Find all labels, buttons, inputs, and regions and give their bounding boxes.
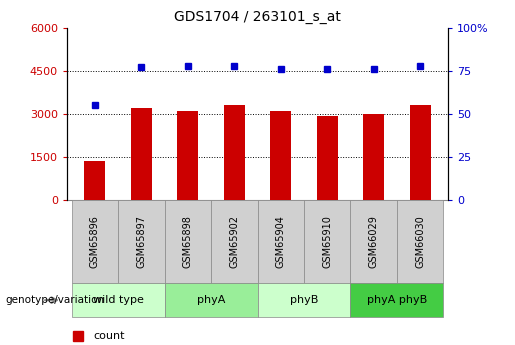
Polygon shape xyxy=(304,200,350,283)
Polygon shape xyxy=(397,200,443,283)
Bar xyxy=(317,116,338,200)
Text: GSM65910: GSM65910 xyxy=(322,215,332,268)
Bar xyxy=(224,105,245,200)
Text: phyB: phyB xyxy=(290,295,318,305)
Text: GSM65897: GSM65897 xyxy=(136,215,146,268)
Polygon shape xyxy=(165,200,211,283)
Bar xyxy=(177,111,198,200)
Text: wild type: wild type xyxy=(93,295,144,305)
Bar xyxy=(84,161,105,200)
Bar xyxy=(270,111,291,200)
Bar xyxy=(131,108,152,200)
Text: GSM65902: GSM65902 xyxy=(229,215,239,268)
Text: GSM65896: GSM65896 xyxy=(90,215,100,268)
Polygon shape xyxy=(211,200,258,283)
Polygon shape xyxy=(118,200,165,283)
Polygon shape xyxy=(72,200,118,283)
Bar xyxy=(410,105,431,200)
Title: GDS1704 / 263101_s_at: GDS1704 / 263101_s_at xyxy=(174,10,341,24)
Polygon shape xyxy=(350,283,443,317)
Polygon shape xyxy=(258,200,304,283)
Text: phyA: phyA xyxy=(197,295,225,305)
Bar xyxy=(363,114,384,200)
Polygon shape xyxy=(72,283,165,317)
Text: genotype/variation: genotype/variation xyxy=(5,295,104,305)
Text: GSM65904: GSM65904 xyxy=(276,215,286,268)
Text: GSM65898: GSM65898 xyxy=(183,215,193,268)
Polygon shape xyxy=(165,283,258,317)
Text: phyA phyB: phyA phyB xyxy=(367,295,427,305)
Text: GSM66030: GSM66030 xyxy=(415,215,425,268)
Text: count: count xyxy=(94,331,125,341)
Polygon shape xyxy=(258,283,350,317)
Text: GSM66029: GSM66029 xyxy=(369,215,379,268)
Polygon shape xyxy=(350,200,397,283)
